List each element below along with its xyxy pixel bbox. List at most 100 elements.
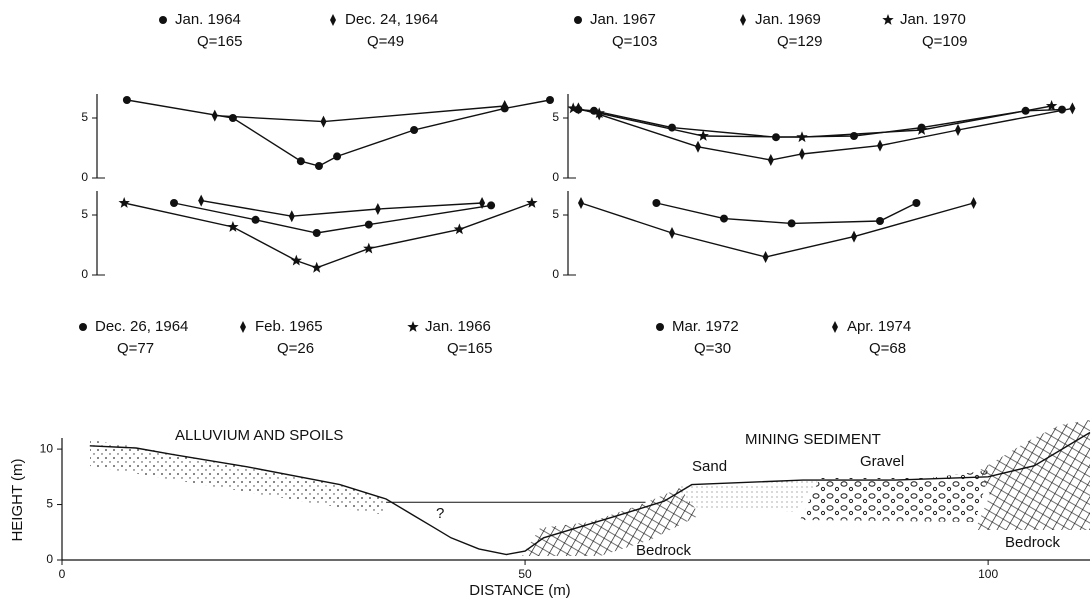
x-tick-label: 50 [518,567,532,581]
marker [796,131,808,143]
marker [799,148,805,160]
y-tick-label: 0 [81,170,88,184]
marker [290,254,302,266]
annotation: ALLUVIUM AND SPOILS [175,427,343,444]
legend-label: Mar. 1972 [672,318,739,335]
annotation: Bedrock [1005,534,1061,551]
legend-marker [882,14,894,25]
legend-marker [240,321,246,333]
legend-marker [159,16,167,24]
legend-marker [574,16,582,24]
marker [122,96,131,104]
marker [526,197,538,208]
legend-label: Jan. 1966 [425,318,491,335]
marker [720,214,728,223]
profile-line [578,107,1073,161]
marker [578,197,584,209]
marker [487,201,496,210]
marker [311,261,323,273]
marker [251,215,260,224]
legend-q: Q=109 [922,33,967,50]
marker [364,220,373,229]
y-tick-label: 0 [46,552,53,566]
marker [652,199,661,207]
x-axis-title: DISTANCE (m) [469,582,570,599]
legend-marker [740,14,746,26]
y-tick-label: 0 [552,267,559,281]
marker [762,251,769,263]
marker [312,229,321,237]
marker [669,227,675,239]
marker [170,199,179,207]
y-tick-label: 0 [81,267,88,281]
marker [198,194,205,207]
marker [546,96,554,104]
annotation: Bedrock [636,542,692,559]
legend-label: Feb. 1965 [255,318,323,335]
y-axis-title: HEIGHT (m) [9,458,26,541]
marker [228,114,237,122]
legend-q: Q=165 [447,340,492,357]
marker [876,217,884,225]
legend-marker [79,323,87,331]
profile-line [126,99,551,167]
legend-q: Q=68 [869,340,906,357]
marker [410,126,419,134]
legend-label: Dec. 26, 1964 [95,318,188,335]
y-tick-label: 0 [552,170,559,184]
marker [320,115,327,128]
legend-marker [407,321,419,332]
marker [767,154,774,166]
legend-q: Q=165 [197,33,242,50]
profile-line [580,202,974,258]
annotation: MINING SEDIMENT [745,431,881,448]
marker [1069,102,1076,115]
marker [211,109,218,122]
annotation: ? [436,505,444,522]
profile-line [201,199,483,217]
legend-label: Dec. 24, 1964 [345,11,438,28]
marker [296,157,305,166]
marker [479,197,486,209]
legend-label: Jan. 1964 [175,11,241,28]
y-tick-label: 10 [40,441,54,455]
x-tick-label: 100 [978,567,998,581]
marker [288,210,295,223]
legend-marker [330,14,336,26]
y-tick-label: 5 [81,207,88,221]
marker [695,140,701,153]
legend-q: Q=30 [694,340,731,357]
legend-label: Jan. 1969 [755,11,821,28]
marker [970,197,977,209]
marker [575,102,582,115]
marker [363,242,375,254]
marker [1045,100,1058,111]
marker [453,223,466,235]
annotation: Sand [692,458,727,475]
legend-q: Q=77 [117,340,154,357]
marker [501,100,508,112]
marker [333,152,342,161]
marker [851,230,857,243]
x-tick-label: 0 [59,567,66,581]
annotation: Gravel [860,453,904,470]
legend-q: Q=129 [777,33,822,50]
marker [697,130,709,141]
y-tick-label: 5 [81,110,88,124]
marker [118,197,130,208]
marker [955,124,961,136]
marker [593,107,605,119]
marker [567,102,579,114]
marker [227,221,239,232]
section-fills [90,420,1090,556]
legend-label: Jan. 1967 [590,11,656,28]
legend-q: Q=26 [277,340,314,357]
marker [787,219,796,228]
marker [877,139,883,152]
legend-label: Apr. 1974 [847,318,911,335]
marker [915,124,928,135]
y-tick-label: 5 [46,497,53,511]
legend-q: Q=103 [612,33,657,50]
ground-line [89,431,1091,556]
